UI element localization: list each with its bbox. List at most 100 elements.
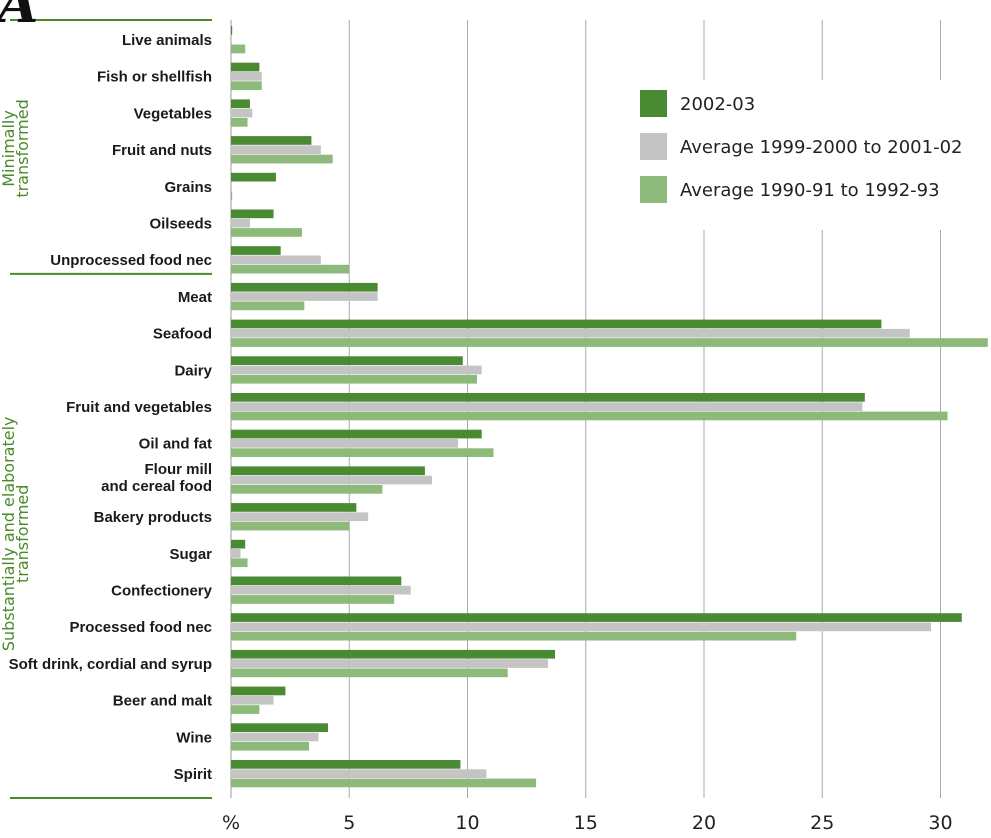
bar-bakery-products-s2 — [231, 512, 369, 522]
bar-flour-mill-and-cereal-food-s2 — [231, 475, 433, 485]
category-label-meat: Meat — [178, 289, 212, 306]
category-label-oil-and-fat: Oil and fat — [139, 436, 212, 453]
legend-background — [630, 80, 985, 230]
category-label-fruit-and-vegetables: Fruit and vegetables — [66, 399, 212, 416]
corner-glyph: A — [0, 0, 38, 35]
bar-live-animals-s1 — [231, 26, 233, 35]
bar-beer-and-malt-s3 — [231, 705, 260, 714]
bar-soft-drink-cordial-and-syrup-s2 — [231, 659, 548, 668]
bar-wine-s1 — [231, 723, 328, 732]
category-label-fruit-and-nuts: Fruit and nuts — [112, 142, 212, 159]
bar-oil-and-fat-s3 — [231, 448, 494, 457]
bar-seafood-s1 — [231, 319, 882, 329]
bar-dairy-s3 — [231, 374, 477, 384]
category-label-spirit: Spirit — [174, 766, 212, 783]
category-label-wine: Wine — [176, 729, 212, 746]
bar-dairy-s2 — [231, 365, 482, 375]
bar-oil-and-fat-s2 — [231, 439, 459, 448]
bar-seafood-s2 — [231, 328, 910, 338]
bar-fruit-and-nuts-s1 — [231, 136, 312, 145]
bar-wine-s2 — [231, 732, 319, 742]
legend-swatch-1 — [640, 90, 667, 117]
bar-oilseeds-s1 — [231, 209, 274, 219]
bar-sugar-s1 — [231, 539, 246, 549]
legend-swatch-3 — [640, 176, 667, 203]
category-label-unprocessed-food-nec: Unprocessed food nec — [50, 252, 212, 269]
bar-meat-s3 — [231, 301, 305, 311]
bar-sugar-s3 — [231, 558, 248, 568]
bar-soft-drink-cordial-and-syrup-s1 — [231, 649, 556, 659]
bar-fruit-and-vegetables-s2 — [231, 402, 863, 411]
category-label-fish-or-shellfish: Fish or shellfish — [97, 69, 212, 86]
bar-fruit-and-nuts-s2 — [231, 145, 321, 155]
category-label-bakery-products: Bakery products — [94, 509, 212, 526]
category-label-sugar: Sugar — [169, 546, 212, 563]
bar-wine-s3 — [231, 741, 310, 751]
bar-confectionery-s1 — [231, 576, 402, 586]
x-tick-25: 25 — [810, 812, 834, 834]
category-label-soft-drink-cordial-and-syrup: Soft drink, cordial and syrup — [9, 656, 212, 673]
bar-dairy-s1 — [231, 356, 463, 365]
bar-vegetables-s1 — [231, 99, 250, 109]
group-label-1: Minimallytransformed — [0, 99, 32, 197]
category-label-seafood: Seafood — [153, 326, 212, 343]
bar-vegetables-s2 — [231, 108, 253, 118]
legend-label-2: Average 1999-2000 to 2001-02 — [680, 137, 962, 158]
bar-oilseeds-s2 — [231, 218, 250, 228]
bar-grains-s1 — [231, 172, 276, 182]
group-labels: Minimallytransformed Substantially and el… — [0, 19, 212, 799]
bar-unprocessed-food-nec-s2 — [231, 255, 321, 265]
bar-confectionery-s2 — [231, 585, 411, 595]
legend-swatch-2 — [640, 133, 667, 160]
bar-fruit-and-vegetables-s1 — [231, 393, 865, 402]
bar-oilseeds-s3 — [231, 228, 302, 237]
bar-flour-mill-and-cereal-food-s3 — [231, 485, 383, 494]
bar-flour-mill-and-cereal-food-s1 — [231, 466, 425, 476]
bar-meat-s2 — [231, 292, 378, 301]
category-label-confectionery: Confectionery — [111, 582, 213, 599]
bar-fruit-and-vegetables-s3 — [231, 411, 948, 421]
category-label-grains: Grains — [164, 179, 212, 196]
category-label-processed-food-nec: Processed food nec — [69, 619, 212, 636]
x-tick-15: 15 — [574, 812, 598, 834]
bar-confectionery-s3 — [231, 595, 395, 604]
bar-soft-drink-cordial-and-syrup-s3 — [231, 668, 508, 678]
bar-live-animals-s3 — [231, 44, 246, 54]
bar-spirit-s3 — [231, 778, 537, 788]
category-label-beer-and-malt: Beer and malt — [113, 693, 212, 710]
bar-fruit-and-nuts-s3 — [231, 154, 333, 164]
category-label-live-animals: Live animals — [122, 32, 212, 49]
bar-meat-s1 — [231, 282, 378, 292]
legend-label-1: 2002-03 — [680, 94, 755, 115]
category-labels: Live animals Fish or shellfish Vegetables F… — [9, 32, 213, 783]
bar-beer-and-malt-s1 — [231, 686, 286, 696]
bar-fish-or-shellfish-s2 — [231, 72, 262, 81]
bar-oil-and-fat-s1 — [231, 429, 482, 439]
legend-label-3: Average 1990-91 to 1992-93 — [680, 180, 940, 201]
category-label-vegetables: Vegetables — [134, 105, 212, 122]
bar-spirit-s1 — [231, 760, 461, 769]
bar-unprocessed-food-nec-s1 — [231, 246, 281, 255]
bar-seafood-s3 — [231, 338, 988, 347]
bar-bakery-products-s3 — [231, 521, 350, 531]
bar-fish-or-shellfish-s3 — [231, 81, 262, 90]
bar-vegetables-s3 — [231, 118, 248, 127]
x-tick-5: 5 — [343, 812, 355, 834]
bar-processed-food-nec-s1 — [231, 613, 962, 622]
bar-grains-s3 — [231, 191, 233, 201]
x-axis-label: % — [222, 812, 240, 834]
bar-processed-food-nec-s2 — [231, 622, 932, 632]
x-axis-ticks: % 5 10 15 20 25 30 — [222, 812, 953, 834]
bar-sugar-s2 — [231, 549, 241, 558]
bar-spirit-s2 — [231, 769, 487, 778]
bar-unprocessed-food-nec-s3 — [231, 264, 350, 274]
x-tick-20: 20 — [692, 812, 716, 834]
x-tick-10: 10 — [455, 812, 479, 834]
bar-fish-or-shellfish-s1 — [231, 62, 260, 72]
group-label-2: Substantially and elaboratelytransformed — [0, 416, 32, 651]
category-label-flour-mill-and-cereal-food: Flour mill and cereal food — [101, 461, 212, 495]
x-tick-30: 30 — [928, 812, 952, 834]
legend: 2002-03 Average 1999-2000 to 2001-02 Avera… — [630, 80, 985, 230]
category-label-dairy: Dairy — [174, 362, 212, 379]
